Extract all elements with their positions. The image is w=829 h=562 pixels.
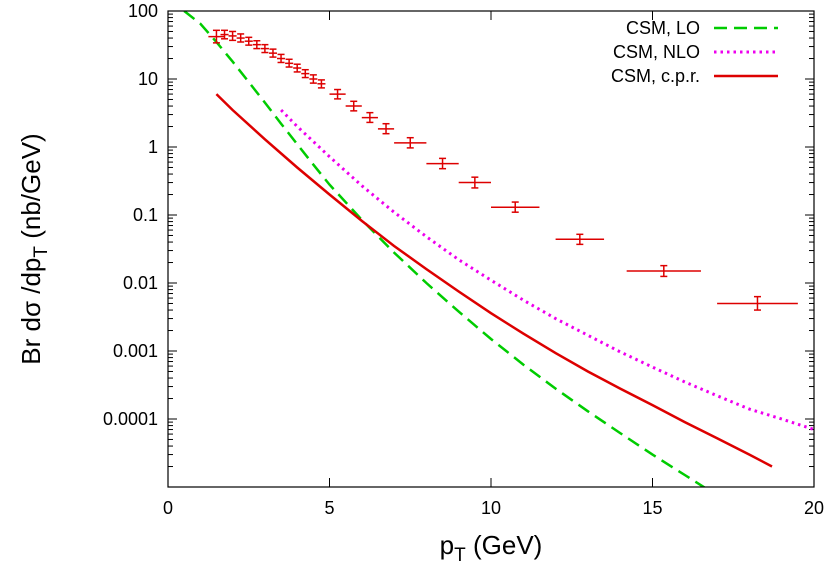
- data-point: [394, 136, 427, 149]
- y-tick-label: 100: [128, 1, 158, 21]
- y-tick-label: 1: [148, 137, 158, 157]
- data-point: [220, 29, 229, 40]
- data-point: [244, 36, 253, 46]
- plot-frame: [167, 10, 815, 488]
- data-point: [717, 295, 798, 311]
- series-line-0: [183, 11, 707, 487]
- data-point: [260, 43, 269, 54]
- y-tick-label: 10: [138, 69, 158, 89]
- legend-label-1: CSM, NLO: [613, 42, 700, 62]
- legend: CSM, LO CSM, NLO CSM, c.p.r.: [611, 18, 778, 86]
- x-tick-label: 15: [642, 498, 662, 518]
- data-point: [361, 111, 378, 124]
- data-point: [491, 201, 540, 213]
- data-point: [345, 100, 362, 112]
- legend-label-2: CSM, c.p.r.: [611, 66, 700, 86]
- x-axis-label-sub: T: [454, 545, 466, 562]
- y-axis-label-main: Br dσ /dp: [16, 258, 46, 365]
- y-axis-label-sub: T: [31, 246, 52, 258]
- data-point: [293, 63, 302, 73]
- data-point: [329, 88, 346, 100]
- y-tick-label: 0.0001: [103, 409, 158, 429]
- data-point: [228, 30, 237, 42]
- tick-labels: 0 5 10 15 20 100 10 1 0.1 0.01 0.001 0.0001: [103, 1, 824, 518]
- data-point: [285, 58, 294, 68]
- data-point: [555, 233, 605, 246]
- y-tick-label: 0.1: [133, 205, 158, 225]
- data-point: [317, 79, 326, 89]
- data-point: [309, 74, 318, 84]
- y-axis-label: Br dσ /dpT (nb/GeV): [16, 133, 52, 364]
- data-point: [277, 53, 286, 64]
- y-tick-label: 0.001: [113, 341, 158, 361]
- series-line-1: [280, 108, 814, 431]
- x-tick-label: 5: [324, 498, 334, 518]
- data-points: [208, 29, 798, 311]
- series-curves: [183, 11, 814, 487]
- data-point: [268, 48, 278, 58]
- data-point: [626, 264, 701, 278]
- y-tick-label: 0.01: [123, 273, 158, 293]
- data-point: [458, 176, 491, 189]
- x-tick-label: 10: [481, 498, 501, 518]
- data-point: [301, 68, 310, 79]
- legend-label-0: CSM, LO: [626, 18, 700, 38]
- x-axis-label-unit: (GeV): [466, 530, 543, 560]
- data-point: [236, 33, 245, 43]
- data-point: [426, 157, 459, 170]
- x-tick-label: 0: [163, 498, 173, 518]
- x-axis-label: pT (GeV): [440, 530, 543, 562]
- data-point: [252, 40, 261, 50]
- data-point: [377, 122, 395, 135]
- series-line-2: [215, 93, 773, 468]
- y-axis-label-unit: (nb/GeV): [16, 133, 46, 246]
- x-tick-label: 20: [804, 498, 824, 518]
- x-axis-label-main: p: [440, 530, 454, 560]
- data-point: [208, 29, 225, 44]
